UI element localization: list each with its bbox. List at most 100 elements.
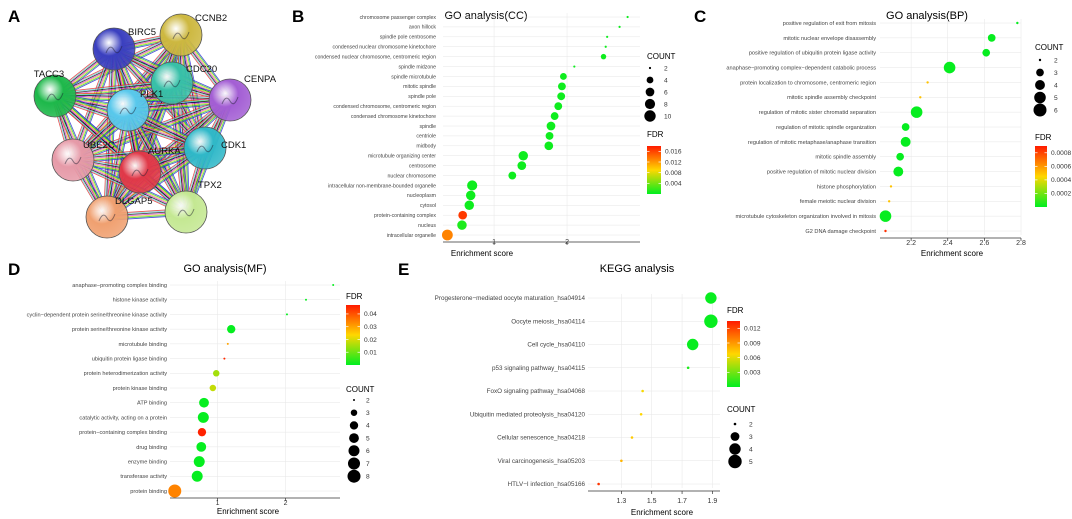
count-legend-label: 5 — [1054, 95, 1058, 102]
protein-node-birc5 — [92, 27, 136, 71]
data-point — [704, 314, 718, 328]
data-point — [550, 112, 559, 121]
data-point — [889, 185, 893, 188]
count-legend-label: 2 — [664, 65, 668, 72]
data-point — [597, 482, 600, 486]
x-tick-label: 1.9 — [708, 498, 718, 505]
term-label: spindle microtubule — [391, 74, 436, 80]
panel-b-xlabel: Enrichment score — [451, 249, 514, 258]
data-point — [943, 61, 956, 74]
term-label: histone kinase activity — [113, 298, 168, 304]
count-legend-dot — [644, 110, 656, 122]
term-label: Viral carcinogenesis_hsa05203 — [498, 458, 586, 465]
term-label: microtubule cytoskeleton organization in… — [735, 214, 876, 220]
count-legend-dot — [348, 445, 360, 457]
panel-d-title: GO analysis(MF) — [183, 263, 266, 275]
fdr-tick-label: 0.012 — [744, 326, 761, 333]
fdr-tick-label: 0.0002 — [1051, 191, 1072, 198]
fdr-colorbar — [1035, 146, 1047, 207]
data-point — [910, 106, 923, 118]
data-point — [285, 313, 288, 316]
fdr-tick-label: 0.004 — [665, 181, 682, 188]
term-label: mitotic spindle assembly — [815, 155, 876, 161]
term-label: enzyme binding — [128, 460, 167, 466]
count-legend-dot — [1033, 103, 1047, 117]
x-tick-label: 1.7 — [677, 498, 687, 505]
term-label: centriole — [416, 134, 436, 140]
data-point — [558, 82, 566, 91]
fdr-colorbar — [727, 321, 740, 387]
fdr-tick-label: 0.02 — [364, 337, 377, 344]
protein-label: CDC20 — [186, 64, 217, 75]
protein-node-dlgap5 — [85, 195, 129, 239]
term-label: FoxO signaling pathway_hsa04068 — [487, 388, 586, 395]
count-legend-dot — [648, 66, 652, 70]
panel-c-letter: C — [694, 7, 706, 26]
count-legend-dot — [1036, 68, 1044, 77]
count-legend-dot — [1035, 80, 1045, 90]
data-point — [618, 25, 621, 29]
term-label: regulation of mitotic sister chromatid s… — [759, 110, 876, 116]
data-point — [893, 166, 904, 177]
data-point — [604, 45, 607, 48]
data-point — [887, 200, 891, 203]
term-label: spindle pole centrosome — [380, 35, 436, 41]
protein-structure-icon — [98, 213, 116, 222]
term-label: protein-containing complex — [374, 213, 436, 219]
term-label: intracellular non-membrane-bounded organ… — [328, 183, 436, 189]
network-nodes: CCNB2 BIRC5 CDC20 CENPA TACC3 PLK1 CDK1 AURKA UB… — [33, 13, 277, 239]
count-legend-label: 6 — [1054, 107, 1058, 114]
protein-node-cdc20 — [150, 61, 194, 105]
data-point — [641, 389, 644, 393]
term-label: condensed nuclear chromosome, centromeri… — [315, 54, 436, 60]
network-edge — [72, 99, 231, 161]
term-label: ubiquitin protein ligase binding — [92, 357, 167, 363]
network-edge — [106, 48, 115, 218]
data-point — [686, 366, 690, 370]
x-tick-label: 1.3 — [617, 498, 627, 505]
panel-b-letter: B — [292, 7, 304, 26]
term-label: transferase activity — [120, 474, 167, 480]
term-label: protein binding — [130, 489, 167, 495]
protein-node-cdk1 — [183, 126, 227, 170]
term-label: G2 DNA damage checkpoint — [805, 229, 876, 235]
fdr-tick-label: 0.003 — [744, 370, 761, 377]
term-label: p53 signaling pathway_hsa04115 — [492, 365, 586, 372]
data-point — [639, 412, 643, 416]
panel-e-count-title: COUNT — [727, 405, 756, 414]
term-label: regulation of mitotic spindle organizati… — [776, 125, 876, 131]
fdr-tick-label: 0.012 — [665, 159, 682, 166]
panel-a: A CCNB2 BIRC5 CDC20 CENPA TACC3 PLK1 CDK1 AURKA… — [8, 7, 277, 239]
data-point — [508, 171, 517, 180]
count-legend-dot — [1038, 58, 1042, 62]
data-point — [896, 152, 904, 161]
network-edge — [105, 98, 230, 217]
x-tick-label: 2.2 — [906, 240, 916, 247]
count-legend-label: 7 — [366, 461, 370, 468]
term-label: positive regulation of exit from mitosis — [783, 21, 876, 27]
data-point — [197, 411, 209, 423]
network-edge — [106, 99, 231, 218]
count-legend-dot — [730, 432, 740, 441]
term-label: Cellular senescence_hsa04218 — [497, 435, 585, 442]
protein-structure-icon — [172, 31, 190, 40]
term-label: Ubiquitin mediated proteolysis_hsa04120 — [470, 411, 586, 418]
panel-d-fdr-title: FDR — [346, 292, 363, 301]
x-tick-label: 1.5 — [647, 498, 657, 505]
panel-e-xlabel: Enrichment score — [631, 508, 694, 517]
panel-d-plot: 1 2 anaphase−promoting complex binding hist… — [27, 281, 377, 507]
charts-layer: 1 2 chromosome passenger complex axon hillo… — [27, 13, 1072, 507]
panel-a-letter: A — [8, 7, 20, 26]
x-tick-label: 2.4 — [943, 240, 953, 247]
term-label: spindle pole — [408, 94, 436, 100]
term-label: ATP binding — [137, 401, 167, 407]
data-point — [559, 73, 567, 80]
protein-label: TACC3 — [34, 69, 64, 80]
panel-b-fdr-title: FDR — [647, 130, 664, 139]
protein-label: DLGAP5 — [115, 196, 153, 207]
protein-label: UBE2C — [83, 140, 115, 151]
data-point — [1016, 21, 1019, 25]
term-label: drug binding — [136, 445, 167, 451]
protein-structure-icon — [221, 96, 239, 105]
